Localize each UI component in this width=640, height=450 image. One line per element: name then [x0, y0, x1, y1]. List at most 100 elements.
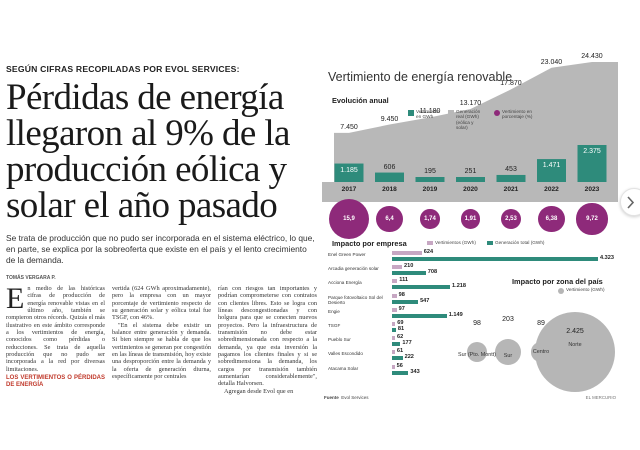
vertimiento-label: 1.471: [542, 162, 561, 170]
vertimiento-bar: [334, 163, 364, 182]
vertimiento-label: 1.185: [340, 166, 358, 174]
year-label: 2017: [341, 186, 357, 193]
generation-value: 1.218: [452, 283, 467, 290]
article-paragraph: "En el sistema debe existir un balance e…: [112, 321, 211, 381]
generation-bar: [392, 257, 598, 261]
generation-label: 13.170: [459, 100, 482, 107]
company-name: Arcadia generación solar: [328, 266, 379, 272]
article-column-3: rían con riesgos tan importantes y podrí…: [218, 285, 317, 395]
vertimiento-bar: [392, 350, 395, 355]
vertimiento-value: 624: [423, 249, 434, 255]
zone-value: 2.425: [566, 328, 584, 335]
generation-area: [334, 62, 618, 182]
company-name: Parque fotovoltaico Sol del Desierto: [328, 294, 383, 305]
year-label: 2021: [503, 186, 519, 193]
generation-bar: [392, 328, 396, 332]
percentage-circle: 6,4: [376, 205, 403, 233]
legend-label: Vertimiento en GWh: [416, 109, 440, 120]
vertimiento-value: 61: [396, 348, 404, 355]
vertimiento-label: 195: [424, 168, 436, 175]
vertimiento-bar: [392, 364, 395, 369]
vertimiento-value: 98: [398, 291, 405, 298]
vertimiento-label: 606: [383, 163, 396, 171]
article-paragraph: Agregan desde Evol que en: [224, 387, 294, 395]
generation-bar: [392, 271, 426, 276]
generation-value: 547: [420, 297, 430, 304]
vertimiento-bar: [375, 172, 404, 182]
legend-swatch: [487, 241, 493, 245]
company-name: Acciona Energía: [328, 280, 362, 286]
article-paragraph: rían con riesgos tan importantes y podrí…: [218, 285, 317, 388]
zone-name: Centro: [532, 349, 550, 355]
generation-bar: [392, 370, 409, 375]
zone-name: Norte: [568, 342, 582, 348]
vertimiento-value: 210: [404, 263, 414, 270]
article-column-2: vertida (624 GWh aproximadamente), pero …: [112, 285, 211, 395]
percentage-circle: 1,91: [460, 209, 481, 229]
legend-item-gen: Generación real (GWh) (eólica y solar): [448, 109, 486, 131]
vertimiento-bar: [392, 336, 395, 341]
company-row: Pueblo Sur 62 177: [328, 334, 528, 350]
company-name: Enel Green Power: [328, 252, 366, 257]
zone-bubble: [466, 341, 488, 363]
generation-value: 4.323: [600, 255, 614, 261]
legend-swatch: [408, 110, 414, 116]
generation-bar: [392, 356, 403, 361]
article-subhead: LOS VERTIMIENTOS O PÉRDIDAS DE ENERGÍA: [6, 375, 105, 389]
article-byline: TOMÁS VERGARA P.: [6, 275, 56, 281]
year-label: 2023: [584, 186, 600, 193]
legend-item-vert: Vertimiento en GWh: [408, 109, 442, 120]
year-label: 2018: [382, 186, 397, 193]
legend-item-gen: Generación total (GWh): [487, 240, 545, 245]
vertimiento-bar: [456, 177, 485, 182]
percentage-circle: 2,53: [500, 208, 522, 230]
legend-label: Vertimiento en porcentaje (%): [502, 109, 533, 120]
legend-label: Generación total (GWh): [495, 240, 545, 245]
year-label: 2022: [544, 186, 559, 193]
generation-label: 7.450: [340, 123, 358, 131]
vertimiento-label: 251: [464, 168, 477, 175]
generation-value: 177: [402, 340, 412, 347]
zone-name: Sur: [503, 353, 513, 359]
legend-item-vert: Vertimientos (GWh): [427, 240, 476, 245]
zone-chart-title: Impacto por zona del país: [512, 277, 603, 286]
legend-item-pct: Vertimiento en porcentaje (%): [494, 109, 536, 120]
next-page-button[interactable]: [620, 188, 640, 216]
generation-value: 708: [427, 269, 438, 276]
vertimiento-value: 56: [396, 362, 403, 369]
company-chart-title: Impacto por empresa: [332, 239, 407, 248]
legend-swatch: [448, 110, 454, 116]
percentage-circle: 9,72: [576, 203, 608, 235]
vertimiento-value: 111: [399, 277, 408, 284]
vertimiento-bar: [415, 177, 445, 182]
vertimiento-bar: [392, 279, 398, 284]
generation-label: 11.180: [419, 108, 441, 116]
legend-swatch: [494, 110, 500, 116]
zone-name: Sur (Pto. Montt): [457, 352, 497, 358]
company-name: Engie: [328, 308, 340, 314]
year-label: 2020: [463, 186, 478, 193]
drop-cap: E: [6, 282, 25, 315]
generation-value: 1.149: [448, 311, 463, 318]
vertimiento-bar: [577, 145, 607, 182]
vertimiento-bar: [392, 293, 397, 298]
legend-label: Generación real (GWh) (eólica y solar): [456, 109, 481, 131]
vertimiento-value: 97: [398, 305, 405, 312]
credit-note: EL MERCURIO: [585, 395, 616, 400]
legend-label: Vertimientos (GWh): [435, 240, 476, 245]
generation-label: 17.870: [500, 80, 522, 88]
vertimiento-value: 69: [397, 320, 404, 326]
vertimiento-bar: [392, 265, 402, 270]
company-row: Parque fotovoltaico Sol del Desierto 98 54…: [328, 291, 528, 308]
generation-bar: [392, 299, 419, 304]
legend-swatch: [427, 241, 433, 245]
article-lead: Se trata de producción que no pudo ser i…: [6, 233, 315, 265]
paragraph-text: n medio de las históricas cifras de prod…: [6, 285, 105, 373]
company-row: Acciona Energía 111 1.218: [328, 277, 528, 293]
company-name: Atacama Solar: [328, 365, 359, 371]
percentage-circle: 1,74: [420, 209, 440, 229]
generation-label: 9.450: [380, 115, 399, 123]
company-row: TSGF 69 81: [328, 320, 528, 336]
vertimiento-bar: [392, 251, 422, 255]
